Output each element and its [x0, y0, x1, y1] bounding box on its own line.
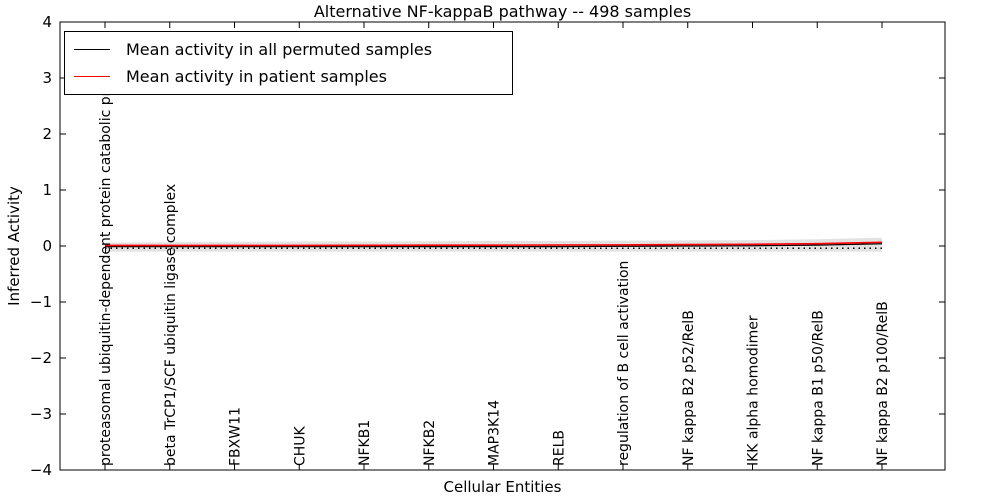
- x-tick-label: MAP3K14: [487, 400, 503, 466]
- x-tick-label: beta TrCP1/SCF ubiquitin ligase complex: [163, 184, 179, 466]
- x-tick-label: regulation of B cell activation: [616, 261, 632, 466]
- y-tick-label: −3: [30, 405, 52, 423]
- x-tick-label: CHUK: [292, 425, 308, 466]
- x-tick-label: FBXW11: [228, 407, 244, 466]
- legend-item-patient: Mean activity in patient samples: [65, 64, 512, 90]
- y-tick-label: −2: [30, 349, 52, 367]
- x-tick-label: NF kappa B2 p52/RelB: [681, 310, 697, 466]
- x-tick-label: IKK alpha homodimer: [746, 315, 762, 466]
- x-tick-label: NF kappa B1 p50/RelB: [810, 310, 826, 466]
- chart-title: Alternative NF-kappaB pathway -- 498 sam…: [313, 2, 692, 21]
- y-tick-label: −1: [30, 293, 52, 311]
- x-tick-label: proteasomal ubiquitin-dependent protein …: [98, 90, 114, 466]
- legend-label: Mean activity in all permuted samples: [126, 40, 433, 59]
- y-tick-label: −4: [30, 461, 52, 479]
- x-axis-label: Cellular Entities: [443, 478, 562, 496]
- legend-label: Mean activity in patient samples: [126, 67, 387, 86]
- legend: Mean activity in all permuted samples Me…: [64, 31, 513, 95]
- y-tick-label: 1: [42, 181, 52, 199]
- permuted-line-sample-icon: [74, 49, 110, 50]
- y-tick-label: 0: [42, 237, 52, 255]
- y-tick-label: 2: [42, 125, 52, 143]
- x-tick-label: RELB: [551, 430, 567, 466]
- y-axis-label: Inferred Activity: [5, 186, 23, 306]
- y-tick-label: 4: [42, 13, 52, 31]
- y-tick-label: 3: [42, 69, 52, 87]
- series-line-patient: [105, 241, 883, 247]
- x-tick-label: NF kappa B2 p100/RelB: [875, 301, 891, 466]
- legend-item-permuted: Mean activity in all permuted samples: [65, 37, 512, 63]
- series-line-permuted: [105, 243, 883, 248]
- x-tick-label: NFKB1: [357, 420, 373, 466]
- x-tick-label: NFKB2: [422, 420, 438, 466]
- patient-line-sample-icon: [74, 76, 110, 77]
